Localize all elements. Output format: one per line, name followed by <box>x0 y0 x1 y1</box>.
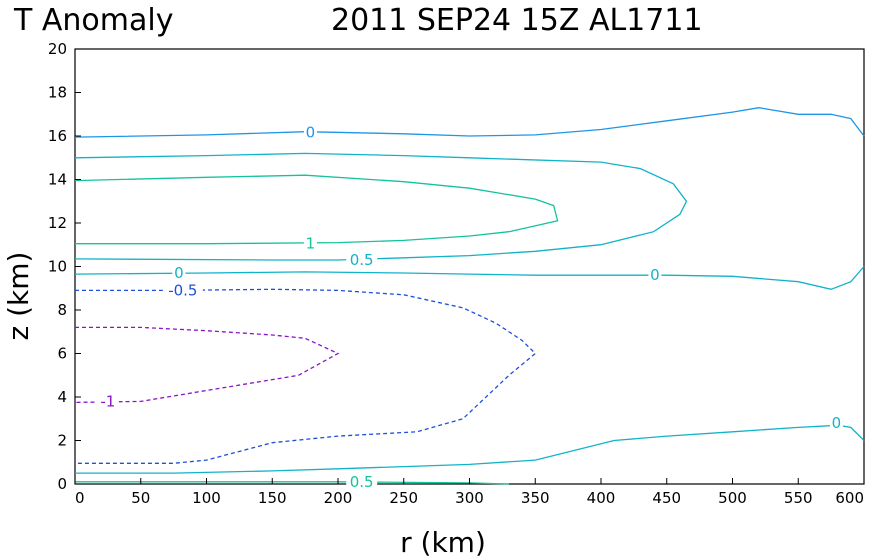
contour-line <box>75 289 535 463</box>
x-tick-label: 600 <box>835 489 864 507</box>
contour-labels: 00.510 0-0.5-100.5 <box>97 124 843 491</box>
contour-line <box>75 108 864 137</box>
x-tick-label: 500 <box>718 489 747 507</box>
plot-frame <box>75 49 864 484</box>
y-tick-label: 6 <box>57 345 67 363</box>
y-tick-label: 16 <box>48 127 67 145</box>
contour-label: -1 <box>100 392 115 410</box>
x-tick-label: 200 <box>324 489 353 507</box>
x-tick-label: 50 <box>131 489 150 507</box>
x-tick-label: 0 <box>75 489 85 507</box>
contour-label: 0 <box>306 124 316 142</box>
x-tick-label: 350 <box>521 489 550 507</box>
y-tick-label: 20 <box>48 40 67 58</box>
contour-label: 0.5 <box>350 473 374 491</box>
y-tick-label: 0 <box>57 475 67 493</box>
x-tick-label: 400 <box>587 489 616 507</box>
y-axis-label: z (km) <box>2 252 35 341</box>
contour-label: 0 <box>832 414 842 432</box>
contour-line <box>75 327 338 402</box>
contour-line <box>75 425 864 473</box>
contour-label: 0 <box>174 264 184 282</box>
y-tick-label: 14 <box>48 171 67 189</box>
x-tick-label: 100 <box>192 489 221 507</box>
chart-title-right: 2011 SEP24 15Z AL1711 <box>331 3 703 38</box>
y-tick-label: 12 <box>48 214 67 232</box>
x-tick-label: 450 <box>652 489 681 507</box>
y-tick-label: 4 <box>57 388 67 406</box>
y-axis-ticks: 0 2 4 6 8 10 12 14 16 18 20 <box>48 40 81 493</box>
y-tick-label: 8 <box>57 301 67 319</box>
x-tick-label: 550 <box>784 489 813 507</box>
contour-label: 0.5 <box>350 251 374 269</box>
contour-label: -0.5 <box>168 281 197 299</box>
y-tick-label: 18 <box>48 84 67 102</box>
x-tick-label: 250 <box>389 489 418 507</box>
y-tick-label: 10 <box>48 258 67 276</box>
x-tick-label: 150 <box>258 489 287 507</box>
chart-title-left: T Anomaly <box>13 3 173 38</box>
x-axis-label: r (km) <box>400 526 486 558</box>
contour-line <box>75 175 558 244</box>
x-tick-label: 300 <box>455 489 484 507</box>
y-tick-label: 2 <box>57 432 67 450</box>
contour-label: 1 <box>306 235 316 253</box>
contour-label: 0 <box>650 266 660 284</box>
